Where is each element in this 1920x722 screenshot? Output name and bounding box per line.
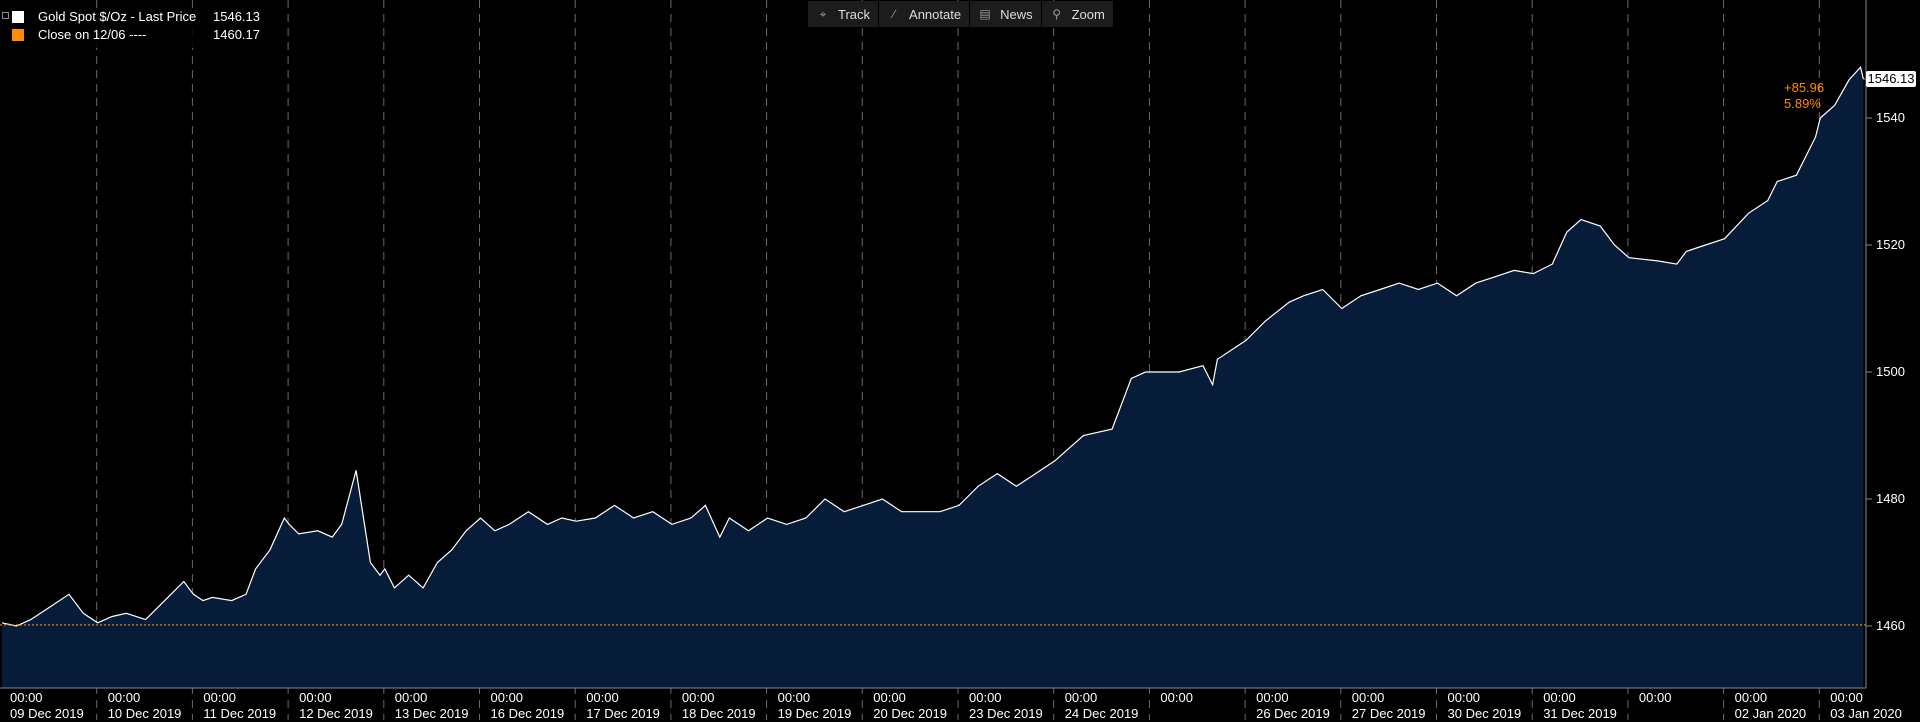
x-tick-time: 00:00 (299, 690, 332, 705)
x-tick-date: 27 Dec 2019 (1351, 706, 1426, 721)
x-tick-time: 00:00 (1351, 690, 1385, 705)
y-tick-label: 1480 (1876, 491, 1905, 506)
x-tick-date: 09 Dec 2019 (10, 706, 84, 721)
y-tick-label: 1520 (1876, 237, 1905, 252)
x-tick-time: 00:00 (681, 690, 715, 705)
x-tick-time: 00:00 (1543, 690, 1576, 705)
x-tick-label: 00:00 03 Jan 2020 (1830, 690, 1902, 722)
x-tick-label: 00:00 30 Dec 2019 (1448, 690, 1522, 722)
y-axis-ticks (1866, 117, 1872, 627)
x-tick-label: 00:00 31 Dec 2019 (1543, 690, 1617, 722)
x-tick-time: 00:00 (1160, 690, 1193, 705)
x-tick-time: 00:00 (1447, 690, 1481, 705)
x-tick-date: 31 Dec 2019 (1543, 706, 1617, 721)
x-tick-time: 00:00 (777, 690, 811, 705)
x-tick-label: 00:00 20 Dec 2019 (873, 690, 947, 722)
x-tick-time: 00:00 (586, 690, 619, 705)
legend-series-name: Close on 12/06 ---- (38, 27, 147, 42)
x-tick-label: 00:00 13 Dec 2019 (395, 690, 469, 722)
x-tick-time: 00:00 (203, 690, 236, 705)
annotate-label: Annotate (909, 6, 962, 22)
x-tick-time: 00:00 (490, 690, 524, 705)
x-tick-label: 00:00 23 Dec 2019 (969, 690, 1043, 722)
magnifier-icon: ⚲ (1052, 7, 1061, 21)
change-absolute: +85.96 (1784, 80, 1825, 95)
legend-item-gold-spot[interactable]: Gold Spot $/Oz - Last Price 1546.13 (0, 8, 266, 26)
x-tick-date: 26 Dec 2019 (1256, 706, 1330, 721)
legend-swatch-white (12, 11, 24, 23)
x-tick-label: 00:00 16 Dec 2019 (491, 690, 565, 722)
x-tick-date: 16 Dec 2019 (490, 706, 565, 721)
x-tick-date: 12 Dec 2019 (299, 706, 373, 721)
x-tick-time: 00:00 (1638, 690, 1672, 705)
x-tick-time: 00:00 (1256, 690, 1289, 705)
crosshair-icon: ⌖ (819, 6, 827, 21)
x-tick-date: 02 Jan 2020 (1734, 706, 1807, 721)
x-tick-label: 00:00 18 Dec 2019 (682, 690, 756, 722)
x-tick-label: 00:00 24 Dec 2019 (1065, 690, 1139, 722)
x-tick-date: 17 Dec 2019 (586, 706, 660, 721)
x-tick-date: 24 Dec 2019 (1064, 706, 1139, 721)
chart-toolbar: ⌖ Track ∕ Annotate ▤ News ⚲ Zoom (808, 1, 1113, 27)
legend-swatch-orange (12, 29, 24, 41)
x-tick-label: 00:00 (1160, 690, 1193, 722)
legend-toggle-icon[interactable] (2, 12, 9, 19)
track-label: Track (838, 6, 871, 22)
y-tick-label: 1500 (1876, 364, 1905, 379)
x-tick-time: 00:00 (107, 690, 141, 705)
legend-series-name: Gold Spot $/Oz - Last Price (38, 9, 197, 24)
x-tick-date: 03 Jan 2020 (1830, 706, 1902, 721)
x-tick-label: 00:00 27 Dec 2019 (1352, 690, 1426, 722)
news-icon: ▤ (979, 7, 991, 21)
x-tick-date: 30 Dec 2019 (1447, 706, 1522, 721)
x-tick-time: 00:00 (394, 690, 428, 705)
x-tick-date: 10 Dec 2019 (107, 706, 182, 721)
price-area-fill (2, 67, 1864, 688)
x-tick-date (1160, 706, 1193, 722)
pencil-icon: ∕ (893, 7, 896, 21)
x-tick-time: 00:00 (969, 690, 1002, 705)
legend-series-value: 1546.13 (213, 9, 260, 24)
last-price-badge: 1546.13 (1866, 71, 1916, 88)
x-tick-date: 20 Dec 2019 (873, 706, 948, 721)
x-tick-label: 00:00 26 Dec 2019 (1256, 690, 1330, 722)
zoom-label: Zoom (1071, 6, 1105, 22)
y-tick-label: 1460 (1876, 618, 1905, 633)
x-tick-label: 00:00 19 Dec 2019 (778, 690, 852, 722)
news-button[interactable]: ▤ News (969, 1, 1041, 27)
x-tick-time: 00:00 (1064, 690, 1098, 705)
change-percent: 5.89% (1784, 96, 1821, 111)
legend-item-close[interactable]: Close on 12/06 ---- 1460.17 (0, 26, 266, 44)
x-tick-time: 00:00 (10, 690, 43, 705)
x-tick-date: 18 Dec 2019 (681, 706, 756, 721)
y-tick-label: 1540 (1876, 110, 1905, 125)
x-tick-label: 00:00 11 Dec 2019 (203, 690, 276, 722)
x-tick-date: 11 Dec 2019 (203, 706, 277, 721)
x-tick-date: 13 Dec 2019 (394, 706, 469, 721)
x-tick-time: 00:00 (1830, 690, 1863, 705)
x-tick-date: 19 Dec 2019 (777, 706, 852, 721)
x-tick-label: 00:00 17 Dec 2019 (586, 690, 660, 722)
x-tick-label: 00:00 02 Jan 2020 (1735, 690, 1807, 722)
track-button[interactable]: ⌖ Track (808, 1, 878, 27)
news-label: News (1000, 6, 1033, 22)
x-tick-date: 23 Dec 2019 (969, 706, 1043, 721)
annotate-button[interactable]: ∕ Annotate (878, 1, 969, 27)
price-line (1, 65, 1864, 627)
x-tick-label: 00:00 12 Dec 2019 (299, 690, 373, 722)
x-tick-label: 00:00 (1639, 690, 1672, 722)
legend-series-value: 1460.17 (213, 27, 260, 42)
x-tick-time: 00:00 (873, 690, 906, 705)
zoom-button[interactable]: ⚲ Zoom (1040, 1, 1113, 27)
x-tick-label: 00:00 10 Dec 2019 (108, 690, 182, 722)
legend: Gold Spot $/Oz - Last Price 1546.13 Clos… (0, 8, 266, 48)
x-tick-date (1639, 706, 1672, 722)
x-tick-time: 00:00 (1734, 690, 1768, 705)
x-tick-label: 00:00 09 Dec 2019 (10, 690, 84, 722)
